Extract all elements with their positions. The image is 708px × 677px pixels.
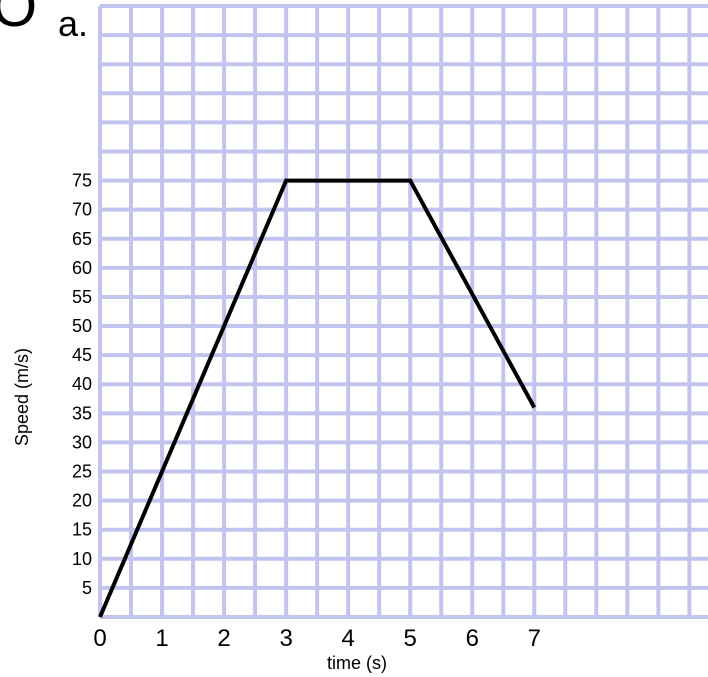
y-tick-labels: 5 10 15 20 25 30 35 40 45 50 55 60 65 70 75	[72, 171, 92, 598]
x-tick-label: 2	[217, 625, 230, 652]
part-label: a.	[58, 3, 89, 44]
y-tick-label: 30	[72, 432, 92, 452]
y-tick-label: 40	[72, 374, 92, 394]
x-tick-label: 4	[341, 625, 354, 652]
y-tick-label: 75	[72, 171, 92, 191]
y-tick-label: 35	[72, 403, 92, 423]
y-tick-label: 20	[72, 491, 92, 511]
y-tick-label: 10	[72, 549, 92, 569]
y-tick-label: 70	[72, 200, 92, 220]
y-tick-label: 55	[72, 287, 92, 307]
x-axis-label: time (s)	[327, 653, 387, 673]
y-tick-label: 15	[72, 520, 92, 540]
x-tick-label: 6	[466, 625, 479, 652]
grid	[98, 4, 708, 619]
cropped-letter-glyph: O	[0, 0, 38, 39]
y-tick-label: 60	[72, 258, 92, 278]
y-tick-label: 50	[72, 316, 92, 336]
y-tick-label: 45	[72, 345, 92, 365]
x-tick-label: 3	[279, 625, 292, 652]
y-tick-label: 65	[72, 229, 92, 249]
series-line	[98, 178, 537, 618]
x-tick-label: 5	[404, 625, 417, 652]
x-tick-label: 1	[155, 625, 168, 652]
x-tick-labels: 0 1 2 3 4 5 6 7	[93, 625, 541, 652]
y-tick-label: 5	[82, 578, 92, 598]
x-tick-label: 7	[528, 625, 541, 652]
x-tick-label: 0	[93, 625, 106, 652]
y-tick-label: 25	[72, 462, 92, 482]
series-lines	[98, 178, 537, 618]
y-axis-label: Speed (m/s)	[12, 348, 32, 446]
